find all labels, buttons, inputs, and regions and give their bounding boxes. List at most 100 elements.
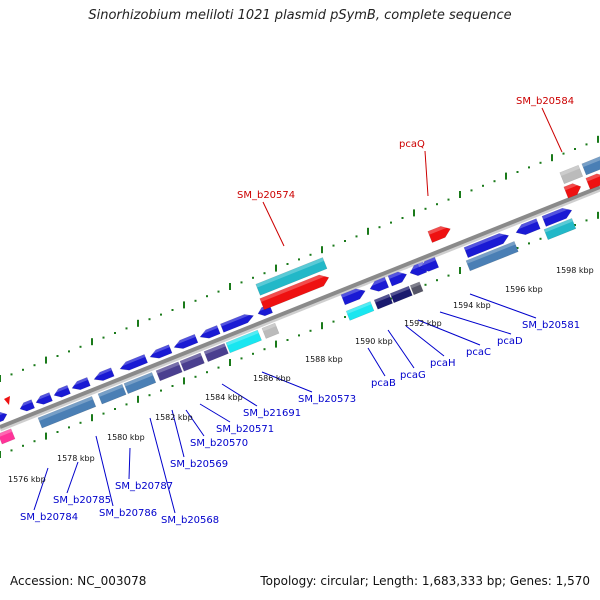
gene-arrow-highlight: [463, 230, 508, 251]
gene-block: [97, 383, 127, 405]
gene-arrow-highlight: [18, 399, 33, 408]
gene-arrow: [259, 271, 330, 311]
gene-block: [389, 285, 413, 304]
outer-minor-tick: [252, 276, 254, 279]
gene-block-highlight: [261, 323, 277, 332]
accession-text: Accession: NC_003078: [10, 574, 147, 588]
leader-line: [128, 447, 131, 480]
gene-block: [155, 361, 183, 382]
gene-arrow: [198, 325, 221, 339]
inner-minor-tick: [217, 366, 220, 369]
outer-minor-tick: [114, 332, 116, 334]
inner-minor-tick: [585, 219, 588, 222]
gene-label: SM_b20569: [170, 459, 228, 470]
outer-minor-tick: [22, 368, 24, 371]
gene-block-shape: [543, 218, 577, 241]
gene-arrow-highlight: [407, 261, 425, 271]
gene-arrow-shape: [119, 354, 148, 371]
inner-minor-tick: [539, 237, 542, 240]
gene-block-highlight: [543, 218, 574, 233]
outer-minor-tick: [148, 318, 151, 321]
inner-minor-tick: [148, 394, 151, 397]
inner-minor-tick: [447, 274, 450, 277]
gene-arrow-shape: [463, 233, 510, 259]
inner-minor-tick: [528, 242, 530, 245]
gene-arrow: [34, 392, 53, 405]
outer-minor-tick: [401, 217, 404, 219]
gene-arrow-shape: [0, 411, 8, 424]
gene-arrow: [340, 285, 366, 306]
gene-arrow-highlight: [52, 385, 69, 394]
outer-minor-tick: [298, 258, 300, 261]
outer-minor-tick: [263, 272, 266, 275]
outer-minor-tick: [171, 309, 174, 311]
scale-label: 1576 kbp: [8, 475, 46, 484]
scale-label: 1594 kbp: [453, 301, 491, 310]
gene-label: SM_b20570: [190, 438, 248, 449]
gene-arrow: [585, 170, 600, 190]
outer-tick-track: [0, 135, 599, 382]
gene-arrow: [367, 276, 390, 292]
inner-minor-tick: [79, 421, 82, 424]
inner-minor-tick: [102, 412, 105, 415]
leader-line: [185, 409, 205, 437]
inner-minor-tick: [516, 247, 519, 249]
inner-minor-tick: [436, 279, 438, 282]
scale-label: 1592 kbp: [404, 319, 442, 328]
outer-minor-tick: [79, 345, 82, 348]
gene-arrow: [220, 311, 255, 333]
inner-minor-tick: [298, 334, 300, 337]
outer-minor-tick: [378, 226, 381, 229]
gene-block-shape: [203, 342, 229, 363]
inner-minor-tick: [10, 449, 13, 452]
gene-label: SM_b20786: [99, 508, 157, 519]
leader-line: [469, 293, 537, 319]
gene-block-shape: [409, 281, 424, 296]
gene-arrow-shape: [427, 225, 451, 243]
gene-block-highlight: [581, 154, 600, 168]
inner-minor-tick: [252, 352, 254, 355]
outer-minor-tick: [56, 355, 59, 357]
gene-block-shape: [123, 372, 157, 395]
gene-block-highlight: [225, 330, 259, 346]
gene-arrow-highlight: [0, 410, 7, 418]
scale-label: 1582 kbp: [155, 413, 193, 422]
gene-arrow: [563, 181, 582, 199]
gene-block-shape: [581, 154, 600, 176]
inner-minor-tick: [574, 224, 576, 226]
gene-block-shape: [559, 164, 584, 185]
gene-arrow-highlight: [563, 181, 580, 191]
outer-minor-tick: [194, 299, 197, 302]
gene-block-shape: [179, 352, 205, 372]
gene-label: pcaQ: [399, 139, 425, 150]
leader-line: [261, 371, 313, 393]
outer-minor-tick: [240, 281, 243, 284]
scale-label: 1588 kbp: [305, 355, 343, 364]
scale-label: 1586 kbp: [253, 374, 291, 383]
outer-minor-tick: [447, 198, 450, 201]
gene-arrow-shape: [419, 256, 440, 272]
gene-block-highlight: [374, 294, 391, 303]
outer-minor-tick: [562, 152, 565, 155]
scale-label: 1584 kbp: [205, 393, 243, 402]
gene-block-highlight: [346, 301, 372, 314]
gene-block: [37, 396, 97, 429]
backbone-line: [0, 185, 600, 429]
gene-arrow-highlight: [367, 277, 386, 287]
outer-minor-tick: [493, 180, 496, 183]
leader-line: [417, 319, 481, 346]
inner-minor-tick: [309, 329, 312, 332]
gene-block: [225, 329, 262, 354]
gene-block-highlight: [390, 286, 410, 297]
gene-block-shape: [373, 293, 394, 310]
gene-block-highlight: [203, 343, 226, 355]
gene-arrow: [18, 399, 35, 412]
outer-minor-tick: [33, 364, 36, 367]
outer-minor-tick: [10, 373, 13, 376]
gene-arrow: [118, 354, 148, 371]
inner-minor-tick: [171, 385, 174, 387]
gene-block-shape: [225, 329, 262, 354]
gene-arrow-highlight: [340, 285, 365, 298]
gene-block-highlight: [410, 281, 421, 289]
gene-block: [123, 372, 157, 395]
